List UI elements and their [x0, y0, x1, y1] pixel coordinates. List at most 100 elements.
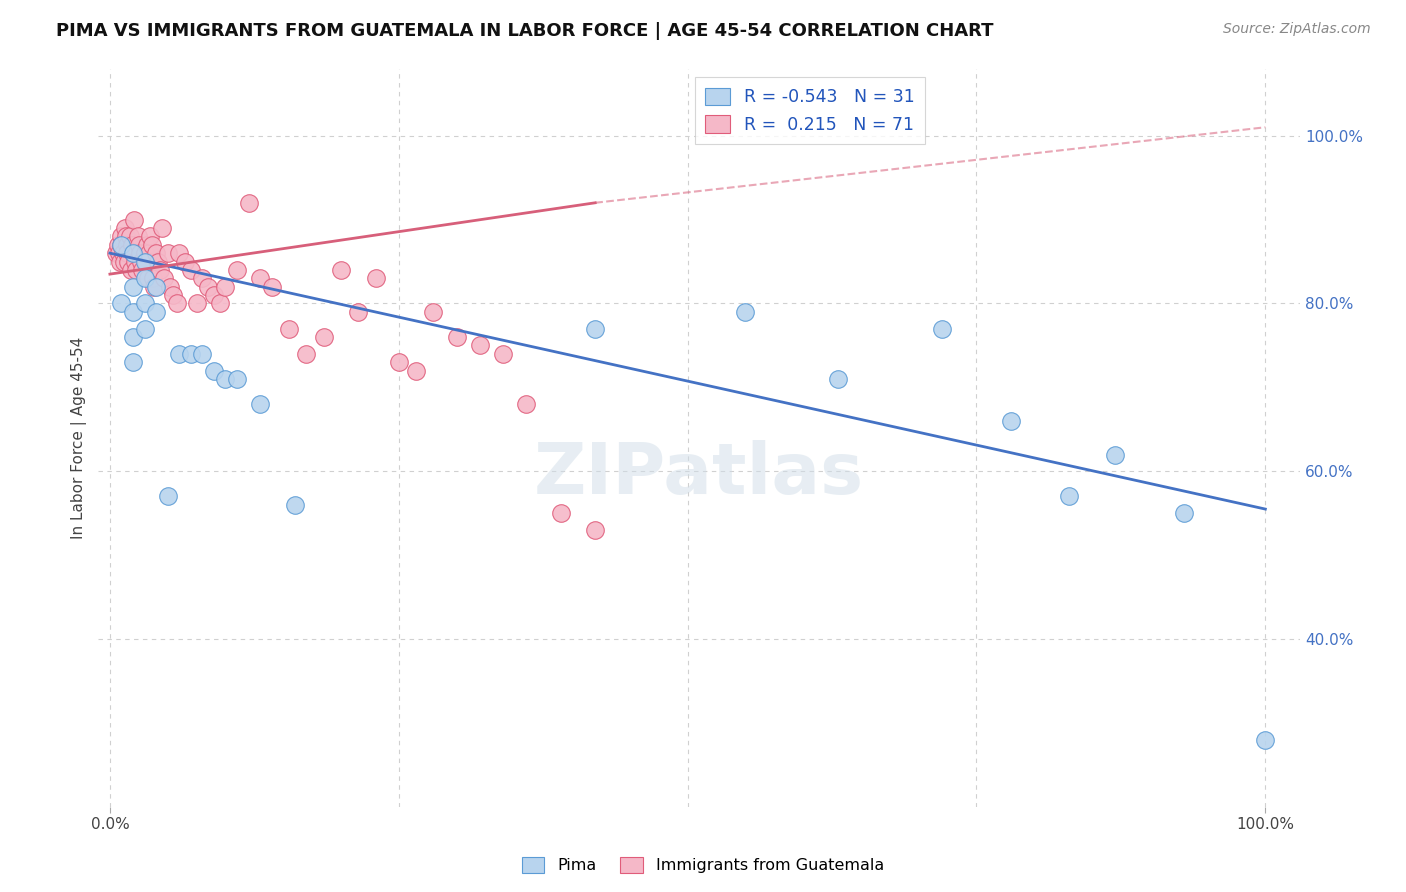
Point: [167, 347, 190, 361]
Point: [167, 246, 190, 260]
Point: [110, 296, 132, 310]
Point: [827, 372, 849, 386]
Point: [278, 321, 301, 335]
Point: [249, 397, 271, 411]
Point: [1173, 506, 1195, 520]
Point: [202, 288, 225, 302]
Point: [405, 363, 427, 377]
Point: [180, 263, 202, 277]
Point: [186, 296, 208, 310]
Point: [110, 229, 132, 244]
Point: [583, 523, 606, 537]
Point: [515, 397, 537, 411]
Text: Source: ZipAtlas.com: Source: ZipAtlas.com: [1223, 22, 1371, 37]
Point: [118, 229, 141, 244]
Point: [135, 254, 157, 268]
Point: [159, 279, 181, 293]
Point: [330, 263, 353, 277]
Point: [110, 237, 132, 252]
Point: [153, 271, 176, 285]
Point: [150, 221, 173, 235]
Point: [347, 305, 370, 319]
Point: [127, 229, 149, 244]
Point: [110, 237, 132, 252]
Point: [162, 288, 184, 302]
Point: [134, 321, 156, 335]
Point: [226, 372, 249, 386]
Point: [136, 271, 159, 285]
Point: [208, 296, 231, 310]
Point: [191, 271, 214, 285]
Point: [312, 330, 335, 344]
Point: [120, 263, 142, 277]
Point: [134, 254, 156, 268]
Point: [1254, 732, 1277, 747]
Point: [134, 271, 156, 285]
Point: [114, 221, 136, 235]
Point: [249, 271, 271, 285]
Point: [122, 212, 145, 227]
Point: [149, 263, 172, 277]
Point: [214, 372, 236, 386]
Point: [148, 254, 170, 268]
Point: [134, 296, 156, 310]
Point: [129, 254, 152, 268]
Point: [202, 363, 225, 377]
Point: [145, 305, 167, 319]
Point: [131, 263, 153, 277]
Point: [364, 271, 387, 285]
Point: [135, 237, 157, 252]
Point: [139, 229, 162, 244]
Point: [174, 254, 197, 268]
Point: [122, 246, 145, 260]
Point: [138, 246, 160, 260]
Y-axis label: In Labor Force | Age 45-54: In Labor Force | Age 45-54: [72, 336, 87, 539]
Point: [122, 330, 145, 344]
Point: [115, 237, 138, 252]
Point: [191, 347, 214, 361]
Point: [156, 490, 179, 504]
Point: [121, 237, 143, 252]
Point: [931, 321, 953, 335]
Point: [446, 330, 468, 344]
Point: [111, 246, 134, 260]
Point: [125, 263, 148, 277]
Point: [124, 254, 146, 268]
Point: [468, 338, 491, 352]
Point: [145, 246, 167, 260]
Point: [1000, 414, 1022, 428]
Point: [550, 506, 572, 520]
Point: [141, 237, 163, 252]
Point: [180, 347, 202, 361]
Text: ZIPatlas: ZIPatlas: [534, 440, 865, 509]
Point: [122, 279, 145, 293]
Point: [117, 254, 139, 268]
Point: [284, 498, 307, 512]
Point: [115, 246, 138, 260]
Point: [238, 195, 260, 210]
Point: [583, 321, 606, 335]
Point: [156, 246, 179, 260]
Legend: R = -0.543   N = 31, R =  0.215   N = 71: R = -0.543 N = 31, R = 0.215 N = 71: [695, 78, 925, 145]
Point: [734, 305, 756, 319]
Point: [110, 254, 132, 268]
Point: [1104, 448, 1126, 462]
Point: [122, 305, 145, 319]
Point: [104, 246, 127, 260]
Point: [197, 279, 219, 293]
Point: [295, 347, 318, 361]
Point: [214, 279, 236, 293]
Point: [128, 237, 150, 252]
Point: [1057, 490, 1080, 504]
Point: [422, 305, 444, 319]
Point: [142, 271, 165, 285]
Point: [260, 279, 283, 293]
Point: [122, 355, 145, 369]
Point: [134, 246, 156, 260]
Point: [142, 279, 165, 293]
Point: [107, 237, 129, 252]
Point: [492, 347, 515, 361]
Point: [129, 246, 152, 260]
Point: [108, 246, 131, 260]
Legend: Pima, Immigrants from Guatemala: Pima, Immigrants from Guatemala: [516, 850, 890, 880]
